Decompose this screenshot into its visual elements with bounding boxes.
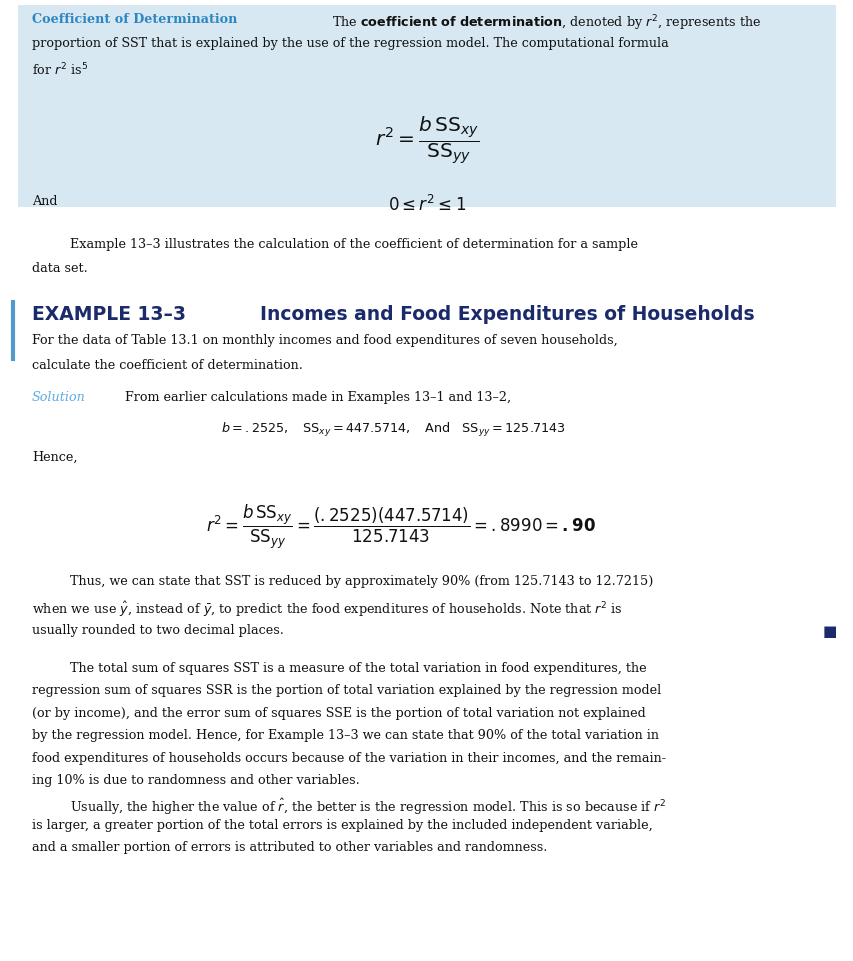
Text: Incomes and Food Expenditures of Households: Incomes and Food Expenditures of Househo… xyxy=(247,305,754,323)
Text: EXAMPLE 13–3: EXAMPLE 13–3 xyxy=(32,305,186,323)
Text: And: And xyxy=(32,195,57,208)
Text: calculate the coefficient of determination.: calculate the coefficient of determinati… xyxy=(32,358,303,372)
Text: Solution: Solution xyxy=(32,390,86,404)
Text: for $r^2$ is$^5$: for $r^2$ is$^5$ xyxy=(32,62,88,79)
Text: (or by income), and the error sum of squares SSE is the portion of total variati: (or by income), and the error sum of squ… xyxy=(32,706,645,719)
Text: ing 10% is due to randomness and other variables.: ing 10% is due to randomness and other v… xyxy=(32,774,359,787)
Text: and a smaller portion of errors is attributed to other variables and randomness.: and a smaller portion of errors is attri… xyxy=(32,841,547,853)
Text: Hence,: Hence, xyxy=(32,451,78,463)
Text: $r^2 = \dfrac{b\,\mathrm{SS}_{xy}}{\mathrm{SS}_{yy}} = \dfrac{(.2525)(447.5714)}: $r^2 = \dfrac{b\,\mathrm{SS}_{xy}}{\math… xyxy=(206,503,595,551)
Text: $b = .2525,\quad \mathrm{SS}_{xy} = 447.5714,\quad \mathrm{And} \quad \mathrm{SS: $b = .2525,\quad \mathrm{SS}_{xy} = 447.… xyxy=(220,421,565,438)
Text: $0 \leq r^2 \leq 1$: $0 \leq r^2 \leq 1$ xyxy=(387,195,466,215)
Text: is larger, a greater portion of the total errors is explained by the included in: is larger, a greater portion of the tota… xyxy=(32,818,652,831)
Text: Thus, we can state that SST is reduced by approximately 90% (from 125.7143 to 12: Thus, we can state that SST is reduced b… xyxy=(70,575,653,587)
Text: From earlier calculations made in Examples 13–1 and 13–2,: From earlier calculations made in Exampl… xyxy=(117,390,511,404)
Text: by the regression model. Hence, for Example 13–3 we can state that 90% of the to: by the regression model. Hence, for Exam… xyxy=(32,728,659,742)
Text: regression sum of squares SSR is the portion of total variation explained by the: regression sum of squares SSR is the por… xyxy=(32,684,660,697)
Text: proportion of SST that is explained by the use of the regression model. The comp: proportion of SST that is explained by t… xyxy=(32,37,668,50)
Text: $\blacksquare$: $\blacksquare$ xyxy=(821,624,836,639)
Text: The $\mathbf{coefficient\ of\ determination}$, denoted by $r^2$, represents the: The $\mathbf{coefficient\ of\ determinat… xyxy=(323,13,761,33)
FancyBboxPatch shape xyxy=(18,6,835,208)
Text: Coefficient of Determination: Coefficient of Determination xyxy=(32,13,237,26)
Text: $r^2 = \dfrac{b\,\mathrm{SS}_{xy}}{\mathrm{SS}_{yy}}$: $r^2 = \dfrac{b\,\mathrm{SS}_{xy}}{\math… xyxy=(374,114,479,165)
Text: usually rounded to two decimal places.: usually rounded to two decimal places. xyxy=(32,624,283,636)
Text: The total sum of squares SST is a measure of the total variation in food expendi: The total sum of squares SST is a measur… xyxy=(70,661,646,675)
Text: For the data of Table 13.1 on monthly incomes and food expenditures of seven hou: For the data of Table 13.1 on monthly in… xyxy=(32,334,617,347)
Text: food expenditures of households occurs because of the variation in their incomes: food expenditures of households occurs b… xyxy=(32,752,665,764)
Text: Usually, the higher the value of $\hat{r}$, the better is the regression model. : Usually, the higher the value of $\hat{r… xyxy=(70,796,665,816)
Text: when we use $\hat{y}$, instead of $\bar{y}$, to predict the food expenditures of: when we use $\hat{y}$, instead of $\bar{… xyxy=(32,599,622,618)
Text: data set.: data set. xyxy=(32,262,88,275)
Text: Example 13–3 illustrates the calculation of the coefficient of determination for: Example 13–3 illustrates the calculation… xyxy=(70,237,637,251)
